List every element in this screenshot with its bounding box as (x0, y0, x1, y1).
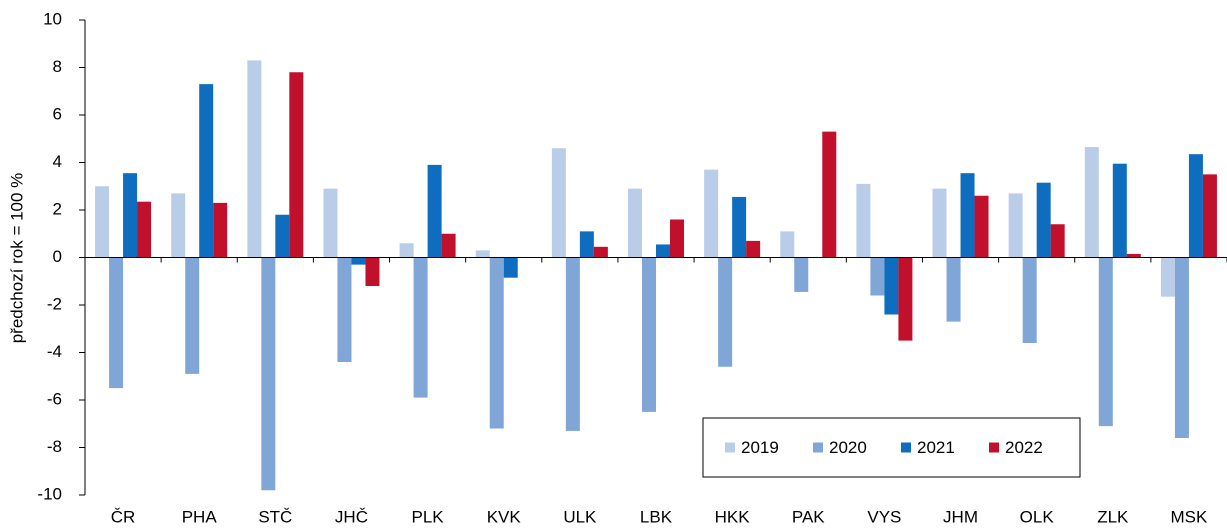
bar (489, 257, 504, 429)
bar (1098, 257, 1113, 427)
bar (642, 257, 656, 412)
legend-label: 2020 (829, 438, 867, 457)
bar (365, 257, 380, 286)
bar (123, 173, 138, 258)
x-tick-label: PLK (412, 507, 445, 526)
bar (109, 257, 124, 389)
legend-swatch (989, 442, 999, 453)
bar (551, 148, 566, 258)
y-tick-label: -2 (47, 294, 62, 313)
bar (856, 183, 871, 258)
bar (1022, 257, 1037, 343)
bar (337, 257, 352, 362)
bar (794, 257, 809, 292)
x-tick-label: PAK (792, 507, 825, 526)
x-tick-label: JHM (943, 507, 978, 526)
x-tick-label: ČR (111, 507, 136, 526)
legend-swatch (725, 442, 735, 453)
x-tick-label: JHČ (335, 507, 368, 526)
bar (932, 188, 947, 258)
bar (213, 202, 228, 258)
y-tick-label: 6 (53, 104, 62, 123)
bar (822, 131, 837, 258)
y-tick-label: 0 (53, 247, 62, 266)
bar (974, 195, 989, 258)
x-tick-label: STČ (258, 507, 292, 526)
bar (1084, 147, 1099, 258)
bar (884, 257, 899, 315)
y-tick-label: -6 (47, 389, 62, 408)
bar (628, 188, 642, 258)
bar (289, 72, 304, 258)
bar (171, 193, 186, 258)
bar (1008, 193, 1023, 258)
bar (1126, 253, 1141, 258)
x-tick-label: VYS (867, 507, 901, 526)
bar (137, 201, 152, 258)
legend-swatch (813, 442, 823, 453)
bar (261, 257, 276, 491)
legend-swatch (901, 442, 911, 453)
x-tick-label: ULK (563, 507, 597, 526)
legend-box (702, 417, 1081, 478)
bar (593, 246, 608, 258)
bar (441, 233, 456, 258)
x-tick-label: MSK (1171, 507, 1209, 526)
y-tick-label: -8 (47, 437, 62, 456)
bar (247, 60, 262, 258)
bar (1112, 163, 1127, 258)
x-tick-label: OLK (1020, 507, 1055, 526)
x-tick-label: PHA (182, 507, 218, 526)
bar (946, 257, 961, 322)
bar (275, 214, 290, 258)
y-tick-label: 4 (53, 152, 62, 171)
y-axis-label: předchozí rok = 100 % (7, 173, 26, 344)
x-tick-label: HKK (715, 507, 751, 526)
bar (870, 257, 885, 296)
bar (503, 257, 518, 278)
y-tick-label: 2 (53, 199, 62, 218)
bar (732, 196, 747, 258)
y-tick-label: -10 (37, 484, 62, 503)
bar (413, 257, 428, 398)
bar (399, 243, 414, 258)
bar (780, 231, 795, 258)
bar (1160, 257, 1175, 297)
x-tick-label: KVK (487, 507, 522, 526)
y-tick-label: 10 (43, 9, 62, 28)
bar (960, 173, 975, 258)
y-tick-label: -4 (47, 342, 62, 361)
bar (199, 84, 214, 258)
x-tick-label: LBK (640, 507, 673, 526)
bar (1036, 182, 1051, 258)
legend-label: 2019 (741, 438, 779, 457)
bar (746, 240, 761, 258)
bar (1202, 174, 1217, 258)
bar (427, 164, 442, 258)
legend-label: 2021 (917, 438, 955, 457)
bar (475, 250, 490, 258)
bar (670, 219, 684, 258)
bar (185, 257, 200, 374)
bar (323, 188, 338, 258)
bar (1188, 154, 1203, 258)
x-tick-label: ZLK (1097, 507, 1129, 526)
bar (718, 257, 733, 367)
bar (351, 257, 366, 265)
bar (704, 169, 719, 258)
bar (565, 257, 580, 431)
bar (898, 257, 913, 341)
y-tick-label: 8 (53, 57, 62, 76)
bar (1174, 257, 1189, 438)
bar (579, 231, 594, 258)
legend-label: 2022 (1005, 438, 1043, 457)
bar (656, 244, 670, 258)
bar (1050, 224, 1065, 258)
bar (95, 186, 110, 258)
